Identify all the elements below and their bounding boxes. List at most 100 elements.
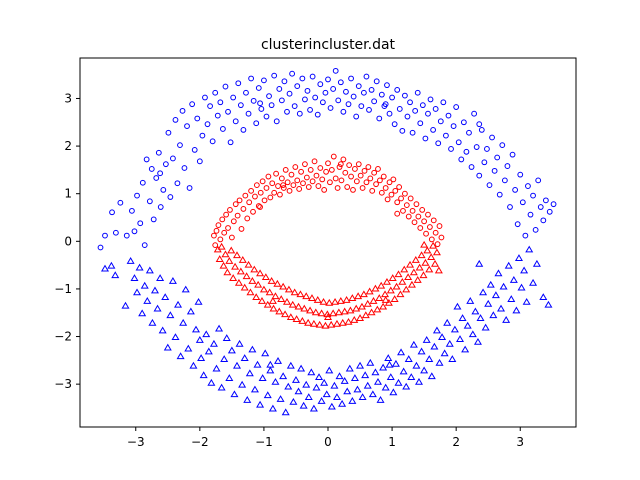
data-point-s2-39 [284,179,291,186]
data-point-s3-82 [371,284,380,292]
data-point-s2-76 [355,161,362,168]
data-point-s2-16 [240,206,247,212]
data-point-s1-108 [394,378,403,386]
data-point-s0-153 [501,177,508,184]
data-point-s0-160 [519,199,526,206]
data-point-s0-144 [478,126,485,133]
data-point-s1-141 [479,288,488,296]
data-point-s0-80 [314,111,321,118]
data-point-s3-103 [411,256,420,263]
data-point-s0-14 [148,166,155,172]
data-point-s0-86 [330,86,337,92]
data-point-s2-72 [348,173,354,180]
data-point-s2-34 [275,183,281,189]
data-point-s3-88 [382,277,391,285]
data-point-s1-26 [184,344,193,352]
data-point-s2-6 [221,229,228,236]
data-point-s1-0 [100,264,110,272]
data-point-s0-89 [337,79,344,86]
data-point-s2-114 [428,236,435,243]
data-point-s1-99 [371,368,380,376]
data-point-s3-1 [215,255,224,262]
data-point-s2-23 [253,182,260,189]
data-point-s1-60 [271,377,280,385]
data-point-s3-50 [309,319,318,327]
data-point-s3-2 [217,242,226,250]
data-point-s0-155 [507,204,513,210]
data-point-s2-110 [421,218,428,225]
data-point-s1-95 [361,371,370,379]
data-point-s3-85 [377,281,386,289]
chart-title: clusterincluster.dat [261,37,396,53]
data-point-s2-7 [223,211,230,218]
data-point-s2-15 [238,226,245,232]
data-point-s0-73 [296,110,303,117]
data-point-s0-113 [399,127,406,134]
data-point-s0-136 [458,156,465,163]
data-point-s0-49 [235,80,242,87]
data-point-s2-8 [225,225,231,231]
data-point-s1-157 [520,266,529,274]
data-point-s1-68 [291,376,300,383]
data-point-s2-94 [390,176,397,183]
y-tick-label: 1 [64,187,72,201]
data-point-s3-55 [319,297,328,305]
data-point-s0-75 [302,96,308,103]
data-point-s2-44 [294,177,301,184]
data-point-s0-18 [157,204,164,210]
data-point-s3-40 [290,288,299,296]
data-point-s3-3 [219,261,228,269]
data-point-s3-74 [356,314,365,321]
data-point-s1-58 [266,366,275,374]
data-point-s1-85 [335,372,344,380]
data-point-s1-86 [338,399,347,407]
data-point-s3-94 [394,270,403,278]
y-tick-label: 0 [64,234,72,248]
data-point-s0-31 [189,101,196,108]
data-point-s1-1 [107,261,116,269]
data-point-s0-120 [417,120,424,127]
data-point-s1-6 [133,288,142,296]
data-point-s1-20 [168,277,177,284]
data-point-s1-110 [399,367,408,375]
data-point-s3-80 [367,308,376,316]
data-point-s0-9 [137,220,144,227]
data-point-s3-116 [268,297,277,304]
data-point-s3-105 [415,263,424,271]
data-point-s0-35 [199,132,206,139]
data-point-s1-123 [432,326,441,334]
data-point-s3-7 [227,246,236,254]
data-point-s3-113 [431,259,440,267]
data-point-s1-90 [348,397,357,404]
data-point-s1-70 [297,364,306,372]
data-point-s3-22 [256,269,265,277]
data-point-s1-66 [286,361,295,369]
data-point-s0-47 [230,94,237,101]
data-point-s1-87 [340,377,349,384]
data-point-s0-61 [266,93,272,99]
data-point-s2-29 [265,173,272,180]
data-point-s0-19 [160,186,167,193]
data-point-s2-59 [323,168,329,175]
data-point-s1-18 [163,343,172,351]
data-point-s3-26 [263,300,272,308]
data-point-s3-110 [425,265,434,273]
data-point-s1-48 [240,354,249,361]
data-point-s0-107 [384,82,390,89]
data-point-s0-32 [191,146,198,153]
data-point-s0-72 [294,83,301,89]
data-point-s1-63 [279,372,288,380]
data-point-s1-144 [486,280,495,288]
x-tick-label: 2 [452,435,460,449]
data-point-s1-35 [207,378,216,386]
data-point-s1-164 [195,336,204,343]
data-point-s0-139 [466,129,472,136]
data-point-s0-30 [186,185,193,191]
data-point-s0-22 [167,194,174,200]
data-point-s1-145 [489,311,498,319]
data-point-s0-68 [284,108,290,115]
data-point-s1-160 [529,278,538,286]
data-point-s2-119 [438,234,445,241]
data-point-s0-62 [268,102,275,109]
data-point-s1-9 [140,281,149,289]
